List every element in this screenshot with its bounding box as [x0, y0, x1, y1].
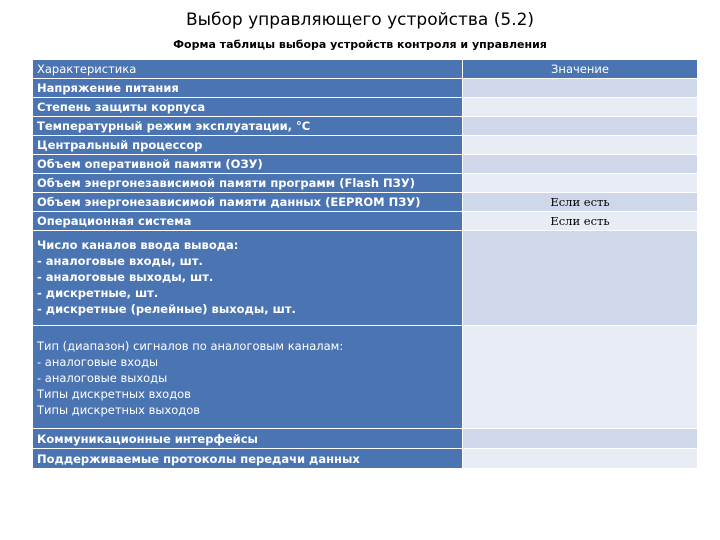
table-row: Напряжение питания	[32, 78, 698, 98]
row-value	[462, 135, 698, 155]
table-row: Поддерживаемые протоколы передачи данных	[32, 448, 698, 469]
row-label: Объем энергонезависимой памяти программ …	[32, 173, 463, 193]
row-value	[462, 116, 698, 136]
row-value	[462, 78, 698, 98]
row-label: Операционная система	[32, 211, 463, 231]
row-value	[462, 325, 698, 429]
row-label: Объем оперативной памяти (ОЗУ)	[32, 154, 463, 174]
row-label: Поддерживаемые протоколы передачи данных	[32, 448, 463, 469]
row-value	[462, 230, 698, 326]
table-header-row: Характеристика Значение	[32, 59, 698, 79]
page-title: Выбор управляющего устройства (5.2)	[185, 10, 535, 30]
row-value: Если есть	[462, 192, 698, 212]
row-value	[462, 154, 698, 174]
selection-table: Характеристика Значение Напряжение питан…	[32, 59, 698, 469]
table-row: Коммуникационные интерфейсы	[32, 428, 698, 449]
table-row: Центральный процессор	[32, 135, 698, 155]
row-label: Степень защиты корпуса	[32, 97, 463, 117]
header-value: Значение	[462, 59, 698, 79]
table-row: Температурный режим эксплуатации, °С	[32, 116, 698, 136]
row-value	[462, 428, 698, 449]
row-label: Объем энергонезависимой памяти данных (E…	[32, 192, 463, 212]
row-label: Коммуникационные интерфейсы	[32, 428, 463, 449]
table-row: Объем оперативной памяти (ОЗУ)	[32, 154, 698, 174]
row-value: Если есть	[462, 211, 698, 231]
table-row: Объем энергонезависимой памяти данных (E…	[32, 192, 698, 212]
row-label: Число каналов ввода вывода: - аналоговые…	[32, 230, 463, 326]
table-row: Тип (диапазон) сигналов по аналоговым ка…	[32, 325, 698, 429]
row-value	[462, 97, 698, 117]
table-row: Операционная система Если есть	[32, 211, 698, 231]
row-label: Центральный процессор	[32, 135, 463, 155]
table-row: Степень защиты корпуса	[32, 97, 698, 117]
table-caption: Форма таблицы выбора устройств контроля …	[173, 38, 547, 51]
table-row: Объем энергонезависимой памяти программ …	[32, 173, 698, 193]
table-row: Число каналов ввода вывода: - аналоговые…	[32, 230, 698, 326]
row-value	[462, 173, 698, 193]
row-label: Напряжение питания	[32, 78, 463, 98]
header-characteristic: Характеристика	[32, 59, 463, 79]
row-label: Тип (диапазон) сигналов по аналоговым ка…	[32, 325, 463, 429]
row-label: Температурный режим эксплуатации, °С	[32, 116, 463, 136]
row-value	[462, 448, 698, 469]
